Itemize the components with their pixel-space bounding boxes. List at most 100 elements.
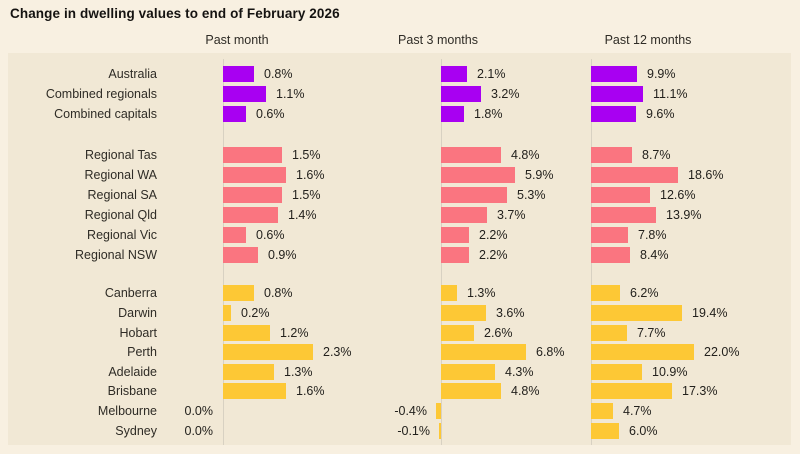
bar-brisbane-col-2 — [591, 383, 672, 399]
bar-darwin-col-2 — [591, 305, 682, 321]
row-label-canberra: Canberra — [104, 286, 157, 300]
value-label-combined-regionals-col-0: 1.1% — [276, 87, 305, 101]
value-label-regional-tas-col-0: 1.5% — [292, 148, 321, 162]
row-label-regional-qld: Regional Qld — [84, 208, 157, 222]
bar-regional-nsw-col-0 — [223, 247, 258, 263]
bar-regional-qld-col-2 — [591, 207, 656, 223]
bar-regional-tas-col-0 — [223, 147, 282, 163]
value-label-combined-capitals-col-2: 9.6% — [646, 107, 675, 121]
row-label-combined-regionals: Combined regionals — [45, 87, 157, 101]
bar-regional-sa-col-1 — [441, 187, 507, 203]
bar-perth-col-0 — [223, 344, 313, 360]
bar-australia-col-2 — [591, 66, 637, 82]
row-label-australia: Australia — [108, 67, 157, 81]
bar-canberra-col-0 — [223, 285, 254, 301]
bar-regional-vic-col-0 — [223, 227, 246, 243]
bar-melbourne-col-2 — [591, 403, 613, 419]
row-label-regional-wa: Regional WA — [84, 168, 158, 182]
bar-adelaide-col-0 — [223, 364, 274, 380]
bar-brisbane-col-1 — [441, 383, 501, 399]
value-label-perth-col-2: 22.0% — [704, 345, 740, 359]
value-label-regional-nsw-col-0: 0.9% — [268, 248, 297, 262]
value-label-regional-tas-col-2: 8.7% — [642, 148, 671, 162]
bar-canberra-col-2 — [591, 285, 620, 301]
value-label-regional-nsw-col-2: 8.4% — [640, 248, 669, 262]
value-label-sydney-col-2: 6.0% — [629, 424, 658, 438]
bar-combined-regionals-col-0 — [223, 86, 266, 102]
value-label-canberra-col-1: 1.3% — [467, 286, 496, 300]
value-label-darwin-col-1: 3.6% — [496, 306, 525, 320]
value-label-melbourne-col-0: 0.0% — [184, 404, 214, 418]
value-label-regional-qld-col-2: 13.9% — [666, 208, 702, 222]
value-label-hobart-col-1: 2.6% — [484, 326, 513, 340]
value-label-regional-sa-col-0: 1.5% — [292, 188, 321, 202]
value-label-adelaide-col-0: 1.3% — [284, 365, 313, 379]
value-label-regional-tas-col-1: 4.8% — [511, 148, 540, 162]
row-label-brisbane: Brisbane — [107, 384, 157, 398]
value-label-canberra-col-0: 0.8% — [264, 286, 293, 300]
bar-australia-col-0 — [223, 66, 254, 82]
row-label-adelaide: Adelaide — [108, 365, 157, 379]
value-label-regional-wa-col-1: 5.9% — [525, 168, 554, 182]
value-label-regional-sa-col-1: 5.3% — [517, 188, 546, 202]
row-label-darwin: Darwin — [118, 306, 157, 320]
bar-hobart-col-1 — [441, 325, 474, 341]
value-label-regional-wa-col-0: 1.6% — [296, 168, 325, 182]
bar-regional-tas-col-2 — [591, 147, 632, 163]
row-label-regional-vic: Regional Vic — [87, 228, 157, 242]
value-label-sydney-col-1: -0.1% — [397, 424, 430, 438]
column-header-past-12-months: Past 12 months — [604, 33, 692, 47]
value-label-regional-qld-col-0: 1.4% — [288, 208, 317, 222]
bar-perth-col-1 — [441, 344, 526, 360]
bar-regional-sa-col-0 — [223, 187, 282, 203]
bar-regional-wa-col-1 — [441, 167, 515, 183]
bar-regional-nsw-col-2 — [591, 247, 630, 263]
value-label-adelaide-col-2: 10.9% — [652, 365, 688, 379]
column-header-past-3-months: Past 3 months — [398, 33, 478, 47]
bar-sydney-col-2 — [591, 423, 619, 439]
value-label-brisbane-col-2: 17.3% — [682, 384, 718, 398]
bar-combined-capitals-col-1 — [441, 106, 464, 122]
value-label-regional-sa-col-2: 12.6% — [660, 188, 696, 202]
row-label-perth: Perth — [127, 345, 157, 359]
bar-regional-vic-col-1 — [441, 227, 469, 243]
chart-title: Change in dwelling values to end of Febr… — [10, 6, 340, 21]
bar-australia-col-1 — [441, 66, 467, 82]
value-label-combined-regionals-col-2: 11.1% — [653, 87, 688, 101]
bar-canberra-col-1 — [441, 285, 457, 301]
value-label-australia-col-2: 9.9% — [647, 67, 676, 81]
bar-darwin-col-1 — [441, 305, 486, 321]
value-label-combined-capitals-col-1: 1.8% — [474, 107, 503, 121]
value-label-brisbane-col-0: 1.6% — [296, 384, 325, 398]
row-label-sydney: Sydney — [115, 424, 157, 438]
value-label-hobart-col-2: 7.7% — [637, 326, 666, 340]
bar-hobart-col-2 — [591, 325, 627, 341]
bar-regional-nsw-col-1 — [441, 247, 469, 263]
bar-melbourne-col-1 — [436, 403, 441, 419]
bar-regional-tas-col-1 — [441, 147, 501, 163]
row-label-combined-capitals: Combined capitals — [54, 107, 157, 121]
bar-regional-qld-col-1 — [441, 207, 487, 223]
bar-combined-regionals-col-1 — [441, 86, 481, 102]
bar-regional-sa-col-2 — [591, 187, 650, 203]
value-label-darwin-col-0: 0.2% — [241, 306, 270, 320]
value-label-combined-regionals-col-1: 3.2% — [491, 87, 520, 101]
row-label-regional-tas: Regional Tas — [84, 148, 157, 162]
row-label-melbourne: Melbourne — [97, 404, 157, 418]
bar-regional-wa-col-0 — [223, 167, 286, 183]
value-label-regional-vic-col-1: 2.2% — [479, 228, 508, 242]
row-label-hobart: Hobart — [119, 326, 157, 340]
value-label-perth-col-0: 2.3% — [323, 345, 352, 359]
value-label-melbourne-col-1: -0.4% — [394, 404, 427, 418]
value-label-brisbane-col-1: 4.8% — [511, 384, 540, 398]
column-header-past-month: Past month — [205, 33, 269, 47]
value-label-combined-capitals-col-0: 0.6% — [256, 107, 285, 121]
bar-adelaide-col-1 — [441, 364, 495, 380]
bar-perth-col-2 — [591, 344, 694, 360]
plot-panel — [8, 53, 791, 445]
bar-combined-capitals-col-2 — [591, 106, 636, 122]
value-label-regional-vic-col-2: 7.8% — [638, 228, 667, 242]
bar-sydney-col-1 — [439, 423, 441, 439]
bar-brisbane-col-0 — [223, 383, 286, 399]
